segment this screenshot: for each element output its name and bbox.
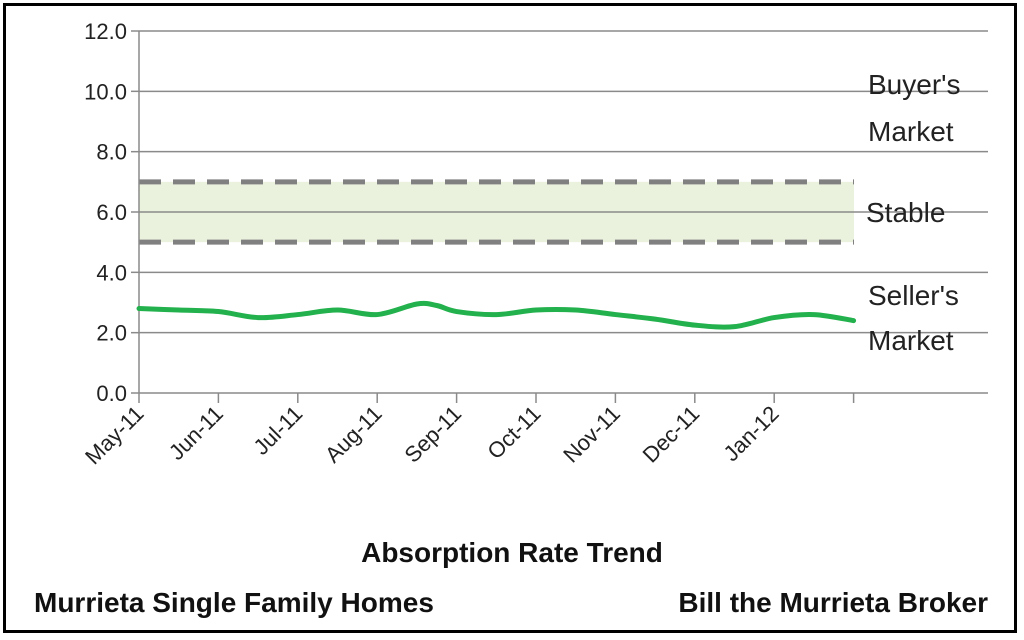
zone-label-buyers-1: Buyer's bbox=[868, 69, 961, 100]
zone-label-sellers-1: Seller's bbox=[868, 280, 959, 311]
x-tick-label: Oct-11 bbox=[482, 401, 545, 464]
x-tick-label: Nov-11 bbox=[558, 401, 625, 468]
x-tick-label: Jul-11 bbox=[248, 401, 307, 460]
y-tick-label: 4.0 bbox=[96, 260, 127, 285]
y-tick-label: 10.0 bbox=[84, 79, 127, 104]
zone-label-stable: Stable bbox=[866, 197, 945, 228]
x-tick-labels: May-11 Jun-11 Jul-11 Aug-11 Sep-11 Oct-11 Nov-… bbox=[80, 401, 784, 469]
x-tick-label: May-11 bbox=[80, 401, 148, 469]
y-tick-label: 8.0 bbox=[96, 140, 127, 165]
stable-band-lines bbox=[139, 179, 854, 245]
y-tick-labels: 0.0 2.0 4.0 6.0 8.0 10.0 12.0 bbox=[84, 19, 127, 406]
zone-label-sellers-2: Market bbox=[868, 325, 954, 356]
y-tick-label: 2.0 bbox=[96, 321, 127, 346]
x-tick-label: Dec-11 bbox=[638, 401, 705, 468]
axes bbox=[131, 30, 988, 403]
footer-left: Murrieta Single Family Homes bbox=[34, 587, 434, 618]
x-tick-label: Sep-11 bbox=[399, 401, 466, 468]
x-tick-label: Aug-11 bbox=[320, 401, 387, 468]
gridlines bbox=[139, 30, 988, 334]
chart-title: Absorption Rate Trend bbox=[361, 537, 663, 568]
footer-right: Bill the Murrieta Broker bbox=[678, 587, 988, 618]
absorption-rate-line bbox=[136, 300, 857, 330]
y-tick-label: 0.0 bbox=[96, 381, 127, 406]
zone-label-buyers-2: Market bbox=[868, 116, 954, 147]
y-tick-label: 6.0 bbox=[96, 200, 127, 225]
y-tick-label: 12.0 bbox=[84, 19, 127, 44]
x-tick-label: Jan-12 bbox=[718, 401, 783, 466]
x-tick-label: Jun-11 bbox=[164, 401, 228, 465]
